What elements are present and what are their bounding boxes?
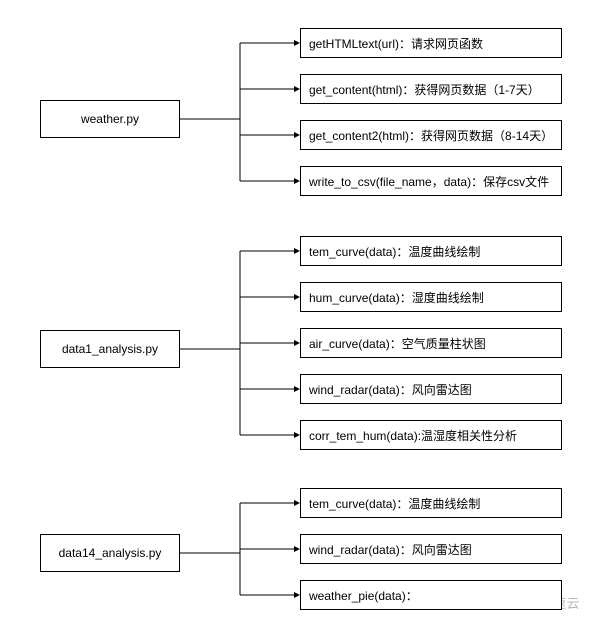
leaf-node-data1-0: tem_curve(data)：温度曲线绘制 <box>300 236 562 266</box>
root-label: data1_analysis.py <box>62 342 158 356</box>
leaf-label: get_content(html)：获得网页数据（1-7天） <box>309 81 540 98</box>
leaf-node-weather-2: get_content2(html)：获得网页数据（8-14天） <box>300 120 562 150</box>
leaf-label: tem_curve(data)：温度曲线绘制 <box>309 495 480 512</box>
leaf-label: air_curve(data)：空气质量柱状图 <box>309 335 486 352</box>
leaf-node-data1-2: air_curve(data)：空气质量柱状图 <box>300 328 562 358</box>
leaf-node-data14-0: tem_curve(data)：温度曲线绘制 <box>300 488 562 518</box>
leaf-label: weather_pie(data)： <box>309 587 418 604</box>
leaf-node-weather-3: write_to_csv(file_name，data)：保存csv文件 <box>300 166 562 196</box>
leaf-node-weather-0: getHTMLtext(url)：请求网页函数 <box>300 28 562 58</box>
leaf-node-weather-1: get_content(html)：获得网页数据（1-7天） <box>300 74 562 104</box>
root-node-data1: data1_analysis.py <box>40 330 180 368</box>
leaf-label: getHTMLtext(url)：请求网页函数 <box>309 35 483 52</box>
leaf-label: tem_curve(data)：温度曲线绘制 <box>309 243 480 260</box>
root-node-weather: weather.py <box>40 100 180 138</box>
leaf-node-data1-3: wind_radar(data)：风向雷达图 <box>300 374 562 404</box>
leaf-label: corr_tem_hum(data):温湿度相关性分析 <box>309 427 517 444</box>
leaf-label: write_to_csv(file_name，data)：保存csv文件 <box>309 173 549 190</box>
leaf-node-data1-1: hum_curve(data)：湿度曲线绘制 <box>300 282 562 312</box>
leaf-node-data14-2: weather_pie(data)： <box>300 580 562 610</box>
root-node-data14: data14_analysis.py <box>40 534 180 572</box>
leaf-label: wind_radar(data)：风向雷达图 <box>309 381 472 398</box>
leaf-label: wind_radar(data)：风向雷达图 <box>309 541 472 558</box>
leaf-node-data14-1: wind_radar(data)：风向雷达图 <box>300 534 562 564</box>
root-label: weather.py <box>81 112 139 126</box>
leaf-label: get_content2(html)：获得网页数据（8-14天） <box>309 127 553 144</box>
root-label: data14_analysis.py <box>59 546 162 560</box>
leaf-node-data1-4: corr_tem_hum(data):温湿度相关性分析 <box>300 420 562 450</box>
leaf-label: hum_curve(data)：湿度曲线绘制 <box>309 289 484 306</box>
